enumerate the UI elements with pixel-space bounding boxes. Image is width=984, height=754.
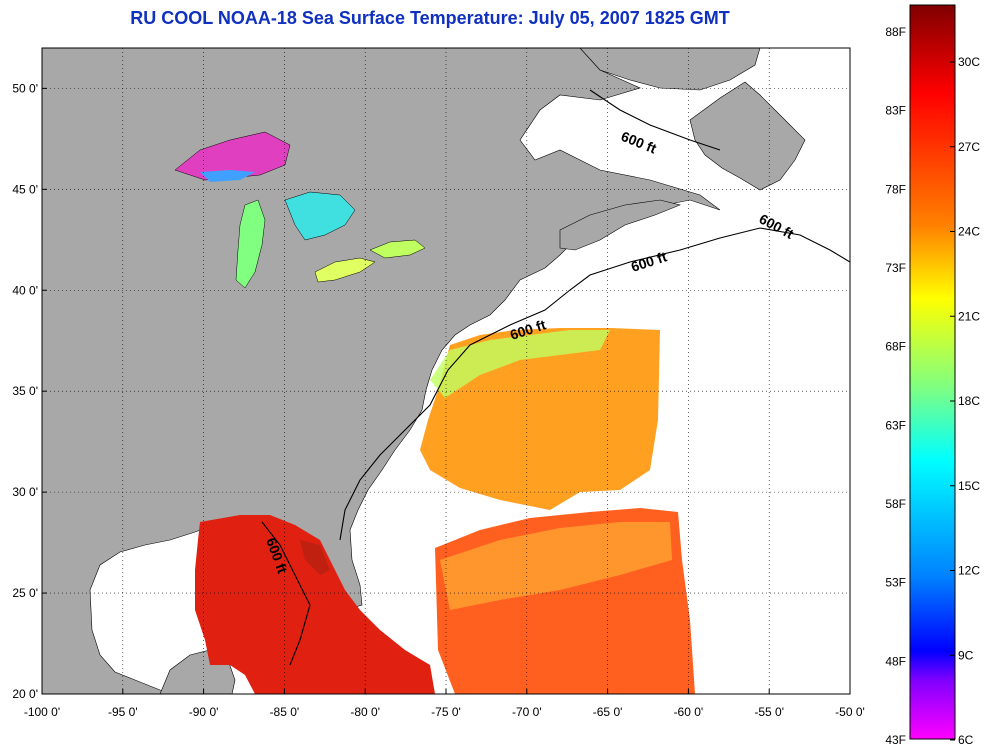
labrador-land bbox=[579, 48, 761, 91]
sst-florida-coast bbox=[300, 540, 330, 575]
colorbar-fahrenheit-labels: 88F 83F 78F 73F 68F 63F 58F 53F 48F 43F bbox=[885, 25, 906, 747]
lake-michigan bbox=[235, 199, 266, 289]
sst-gulf-swath bbox=[195, 515, 435, 694]
grid-lines bbox=[42, 48, 850, 694]
colorbar-c-label: 12C bbox=[958, 564, 980, 578]
lat-tick-label: 40 0' bbox=[12, 283, 38, 297]
colorbar-c-label: 24C bbox=[958, 225, 980, 239]
colorbar-c-label: 6C bbox=[958, 733, 974, 747]
colorbar-f-label: 78F bbox=[885, 182, 906, 196]
lon-ticks: -100 0' -95 0' -90 0' -85 0' -80 0' -75 0' -70… bbox=[24, 689, 865, 719]
contour-600ft-line bbox=[261, 89, 850, 666]
newfoundland-land bbox=[689, 81, 806, 191]
lon-tick-label: -95 0' bbox=[108, 705, 138, 719]
lon-tick-label: -50 0' bbox=[835, 705, 865, 719]
colorbar-f-label: 43F bbox=[885, 733, 906, 747]
north-america-land bbox=[42, 48, 721, 694]
colorbar-c-label: 21C bbox=[958, 309, 980, 323]
map-title: RU COOL NOAA-18 Sea Surface Temperature:… bbox=[130, 8, 730, 28]
colorbar bbox=[909, 4, 956, 740]
lat-tick-label: 30 0' bbox=[12, 485, 38, 499]
lat-tick-label: 20 0' bbox=[12, 687, 38, 701]
colorbar-f-label: 48F bbox=[885, 654, 906, 668]
colorbar-celsius-labels: 30C 27C 24C 21C 18C 15C 12C 9C 6C bbox=[950, 55, 980, 747]
nova-scotia-land bbox=[559, 199, 681, 251]
lon-tick-label: -65 0' bbox=[593, 705, 623, 719]
colorbar-f-label: 68F bbox=[885, 340, 906, 354]
lake-erie bbox=[314, 257, 376, 283]
colorbar-f-label: 58F bbox=[885, 497, 906, 511]
lon-tick-label: -60 0' bbox=[674, 705, 704, 719]
lake-huron bbox=[284, 191, 356, 241]
lat-tick-label: 35 0' bbox=[12, 384, 38, 398]
colorbar-f-label: 73F bbox=[885, 261, 906, 275]
lon-tick-label: -80 0' bbox=[350, 705, 380, 719]
lon-tick-label: -75 0' bbox=[431, 705, 461, 719]
colorbar-f-label: 53F bbox=[885, 576, 906, 590]
colorbar-f-label: 83F bbox=[885, 104, 906, 118]
lon-tick-label: -90 0' bbox=[189, 705, 219, 719]
lon-tick-label: -85 0' bbox=[270, 705, 300, 719]
lake-superior-east bbox=[200, 170, 255, 182]
colorbar-f-label: 63F bbox=[885, 418, 906, 432]
lat-ticks: 50 0' 45 0' 40 0' 35 0' 30 0' 25 0' 20 0' bbox=[12, 81, 47, 701]
colorbar-c-label: 18C bbox=[958, 394, 980, 408]
lon-tick-label: -55 0' bbox=[754, 705, 784, 719]
lat-tick-label: 50 0' bbox=[12, 81, 38, 95]
lat-tick-label: 25 0' bbox=[12, 586, 38, 600]
colorbar-c-label: 9C bbox=[958, 648, 974, 662]
lake-ontario bbox=[369, 239, 426, 259]
colorbar-c-label: 15C bbox=[958, 479, 980, 493]
lat-tick-label: 45 0' bbox=[12, 182, 38, 196]
colorbar-c-label: 27C bbox=[958, 140, 980, 154]
lon-tick-label: -70 0' bbox=[512, 705, 542, 719]
lon-tick-label: -100 0' bbox=[24, 705, 60, 719]
colorbar-c-label: 30C bbox=[958, 55, 980, 69]
sst-atlantic-north-green bbox=[430, 330, 610, 398]
colorbar-f-label: 88F bbox=[885, 25, 906, 39]
map-area: 600 ft 600 ft 600 ft 600 ft 600 ft bbox=[42, 48, 850, 694]
sst-atlantic-south-orange bbox=[440, 522, 672, 610]
